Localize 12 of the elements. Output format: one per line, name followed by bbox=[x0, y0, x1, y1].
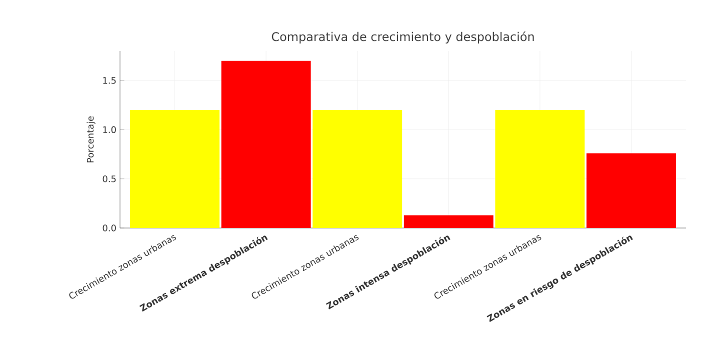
bar bbox=[130, 110, 220, 228]
bar bbox=[221, 60, 311, 228]
chart-title: Comparativa de crecimiento y despoblación bbox=[272, 31, 534, 44]
bar bbox=[495, 110, 585, 228]
y-tick-label: 1.0 bbox=[103, 126, 116, 134]
bar bbox=[404, 215, 494, 228]
y-tick-label: 1.5 bbox=[103, 77, 116, 84]
y-tick-label: 0.5 bbox=[102, 175, 116, 182]
y-tick-label: 0.0 bbox=[102, 224, 116, 232]
y-axis-title: Porcentaje bbox=[86, 116, 96, 162]
bar bbox=[586, 153, 676, 228]
bar bbox=[312, 110, 402, 228]
